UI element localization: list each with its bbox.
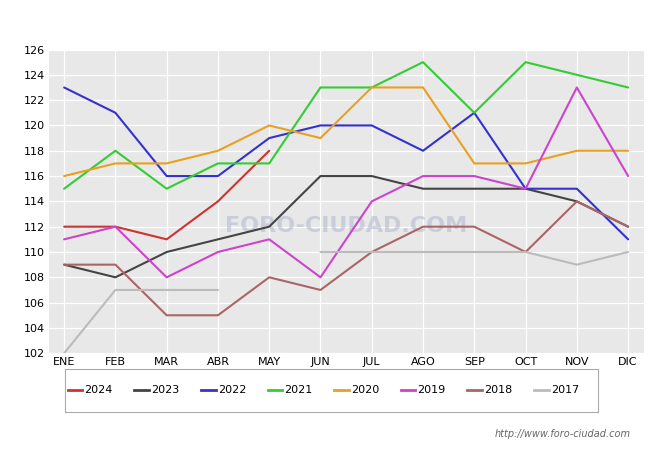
Text: FORO-CIUDAD.COM: FORO-CIUDAD.COM — [225, 216, 467, 236]
Text: 2022: 2022 — [218, 385, 246, 396]
Text: 2018: 2018 — [484, 385, 512, 396]
Text: 2023: 2023 — [151, 385, 179, 396]
Text: 2019: 2019 — [417, 385, 446, 396]
Text: 2021: 2021 — [284, 385, 313, 396]
Text: Afiliados en La Almarcha a 31/5/2024: Afiliados en La Almarcha a 31/5/2024 — [156, 20, 494, 38]
Text: 2020: 2020 — [351, 385, 379, 396]
Text: http://www.foro-ciudad.com: http://www.foro-ciudad.com — [495, 429, 630, 439]
Text: 2017: 2017 — [551, 385, 579, 396]
Text: 2024: 2024 — [84, 385, 113, 396]
